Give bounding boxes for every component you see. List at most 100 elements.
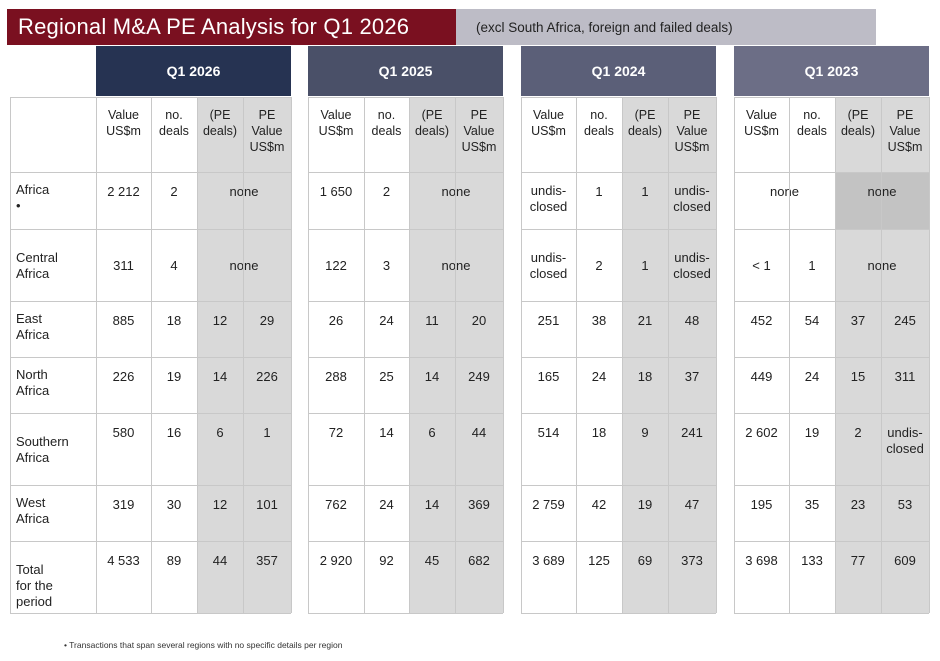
grid-hline xyxy=(734,229,929,230)
cell-africa-q2023-1: none xyxy=(770,184,799,199)
cell-southern-africa-q2025-2: 14 xyxy=(379,425,394,440)
cell-total-q2023-1: 3 698 xyxy=(745,553,778,568)
cell-east-africa-q2024-1: 251 xyxy=(537,313,560,328)
grid-vline xyxy=(881,97,882,613)
grid-hline xyxy=(96,172,291,173)
column-header-q2026-4: PE Value US$m xyxy=(243,97,291,172)
cell-southern-africa-q2024-2: 18 xyxy=(591,425,607,440)
grid-hline xyxy=(734,301,929,302)
grid-hline xyxy=(10,613,96,614)
cell-southern-africa-q2023-1: 2 602 xyxy=(745,425,778,440)
cell-east-africa-q2025-3: 11 xyxy=(409,301,455,357)
row-label-west-africa: West Africa xyxy=(16,495,50,526)
column-header-q2023-4: PE Value US$m xyxy=(881,97,929,172)
cell-total-q2026-2: 89 xyxy=(166,553,182,568)
grid-hline xyxy=(10,541,96,542)
cell-central-africa-q2025-1: 122 xyxy=(325,258,347,273)
grid-hline xyxy=(734,172,929,173)
cell-total-q2023-2: 133 xyxy=(801,553,823,568)
page-title: Regional M&A PE Analysis for Q1 2026 xyxy=(7,9,456,45)
cell-west-africa-q2023-1: 195 xyxy=(750,497,773,512)
quarter-header-q2024: Q1 2024 xyxy=(521,46,716,96)
cell-central-africa-q2024-4: undis-closed xyxy=(668,229,716,301)
cell-africa-q2026-2: 2 xyxy=(170,184,178,199)
cell-north-africa-q2025-4: 249 xyxy=(455,357,503,413)
grid-vline xyxy=(503,97,504,613)
cell-north-africa-q2026-3: 14 xyxy=(197,357,243,413)
quarter-header-q2023: Q1 2023 xyxy=(734,46,929,96)
column-header-q2024-4: PE Value US$m xyxy=(668,97,716,172)
grid-hline xyxy=(521,357,716,358)
grid-hline xyxy=(10,485,96,486)
grid-hline xyxy=(96,97,291,98)
cell-central-africa-q2024-3: 1 xyxy=(622,229,668,301)
cell-africa-q2025-1: 1 650 xyxy=(319,184,353,199)
cell-east-africa-q2025-2: 24 xyxy=(379,313,394,328)
grid-vline xyxy=(835,97,836,613)
cell-total-q2026-3: 44 xyxy=(197,541,243,613)
cell-north-africa-q2023-2: 24 xyxy=(804,369,820,384)
cell-africa-q2024-1: undis-closed xyxy=(529,183,568,214)
row-label-africa: Africa • xyxy=(16,182,50,213)
grid-hline xyxy=(734,413,929,414)
cell-west-africa-q2025-1: 762 xyxy=(325,497,347,512)
cell-north-africa-q2026-2: 19 xyxy=(166,369,182,384)
grid-hline xyxy=(734,541,929,542)
cell-total-q2024-4: 373 xyxy=(668,541,716,613)
cell-west-africa-q2023-4: 53 xyxy=(881,485,929,541)
cell-north-africa-q2026-4: 226 xyxy=(243,357,291,413)
cell-central-africa-q2026-1: 311 xyxy=(113,258,134,273)
cell-total-q2023-4: 609 xyxy=(881,541,929,613)
grid-hline xyxy=(734,485,929,486)
cell-north-africa-q2023-1: 449 xyxy=(750,369,773,384)
cell-southern-africa-q2026-4: 1 xyxy=(243,413,291,485)
quarter-header-q2025: Q1 2025 xyxy=(308,46,503,96)
cell-east-africa-q2023-4: 245 xyxy=(881,301,929,357)
grid-vline xyxy=(197,97,198,613)
cell-total-q2026-1: 4 533 xyxy=(107,553,140,568)
grid-hline xyxy=(96,485,291,486)
quarter-header-q2026: Q1 2026 xyxy=(96,46,291,96)
cell-total-q2024-1: 3 689 xyxy=(532,553,565,568)
grid-hline xyxy=(521,541,716,542)
cell-southern-africa-q2026-2: 16 xyxy=(166,425,182,440)
page-subtitle: (excl South Africa, foreign and failed d… xyxy=(456,9,876,45)
grid-hline xyxy=(96,541,291,542)
cell-east-africa-q2023-3: 37 xyxy=(835,301,881,357)
cell-total-q2025-1: 2 920 xyxy=(319,553,353,568)
cell-west-africa-q2023-3: 23 xyxy=(835,485,881,541)
grid-hline xyxy=(308,413,503,414)
row-label-central-africa: Central Africa xyxy=(16,250,58,281)
cell-central-africa-q2024-2: 2 xyxy=(595,258,603,273)
cell-west-africa-q2024-4: 47 xyxy=(668,485,716,541)
grid-hline xyxy=(96,357,291,358)
cell-total-q2025-2: 92 xyxy=(379,553,394,568)
cell-west-africa-q2025-4: 369 xyxy=(455,485,503,541)
cell-southern-africa-q2024-4: 241 xyxy=(668,413,716,485)
row-label-southern-africa: Southern Africa xyxy=(16,434,69,465)
cell-total-q2024-3: 69 xyxy=(622,541,668,613)
grid-hline xyxy=(521,172,716,173)
row-label-east-africa: East Africa xyxy=(16,311,50,342)
column-header-q2026-2: no. deals xyxy=(159,108,189,138)
grid-hline xyxy=(521,413,716,414)
grid-vline xyxy=(364,97,365,613)
cell-east-africa-q2026-4: 29 xyxy=(243,301,291,357)
grid-hline xyxy=(10,413,96,414)
cell-southern-africa-q2024-3: 9 xyxy=(622,413,668,485)
grid-vline xyxy=(10,97,11,613)
cell-north-africa-q2025-1: 288 xyxy=(325,369,347,384)
grid-hline xyxy=(308,357,503,358)
grid-hline xyxy=(734,97,929,98)
cell-central-africa-q2023-1: < 1 xyxy=(752,258,771,273)
cell-total-q2025-4: 682 xyxy=(455,541,503,613)
grid-hline xyxy=(521,613,716,614)
grid-hline xyxy=(96,229,291,230)
grid-hline xyxy=(308,301,503,302)
column-header-q2024-1: Value US$m xyxy=(531,108,566,138)
cell-africa-q2025-2: 2 xyxy=(382,184,391,199)
column-header-q2025-3: (PE deals) xyxy=(409,97,455,172)
grid-vline xyxy=(455,97,456,613)
cell-north-africa-q2024-4: 37 xyxy=(668,357,716,413)
cell-southern-africa-q2025-1: 72 xyxy=(328,425,344,440)
